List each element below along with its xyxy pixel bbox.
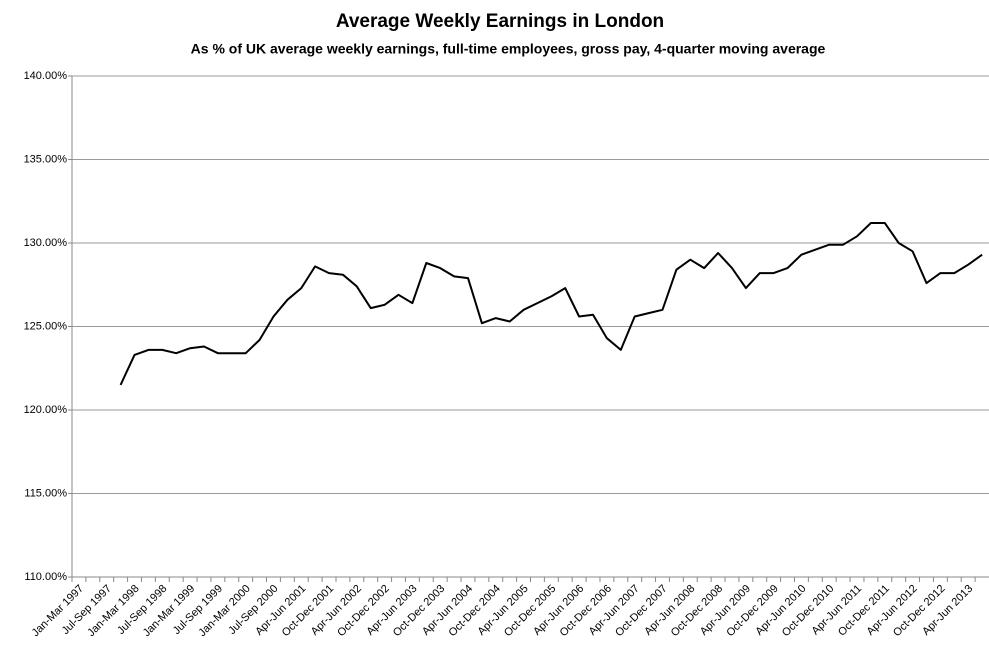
y-tick-label: 115.00%: [24, 487, 67, 499]
chart-title: Average Weekly Earnings in London: [336, 11, 664, 32]
y-tick-label: 130.00%: [24, 237, 68, 249]
y-tick-label: 140.00%: [24, 70, 68, 82]
y-tick-label: 110.00%: [24, 571, 67, 583]
y-tick-label: 120.00%: [24, 404, 68, 416]
chart-subtitle: As % of UK average weekly earnings, full…: [191, 41, 826, 57]
y-tick-label: 135.00%: [24, 153, 68, 165]
y-tick-label: 125.00%: [24, 320, 68, 332]
data-line: [119, 222, 983, 386]
